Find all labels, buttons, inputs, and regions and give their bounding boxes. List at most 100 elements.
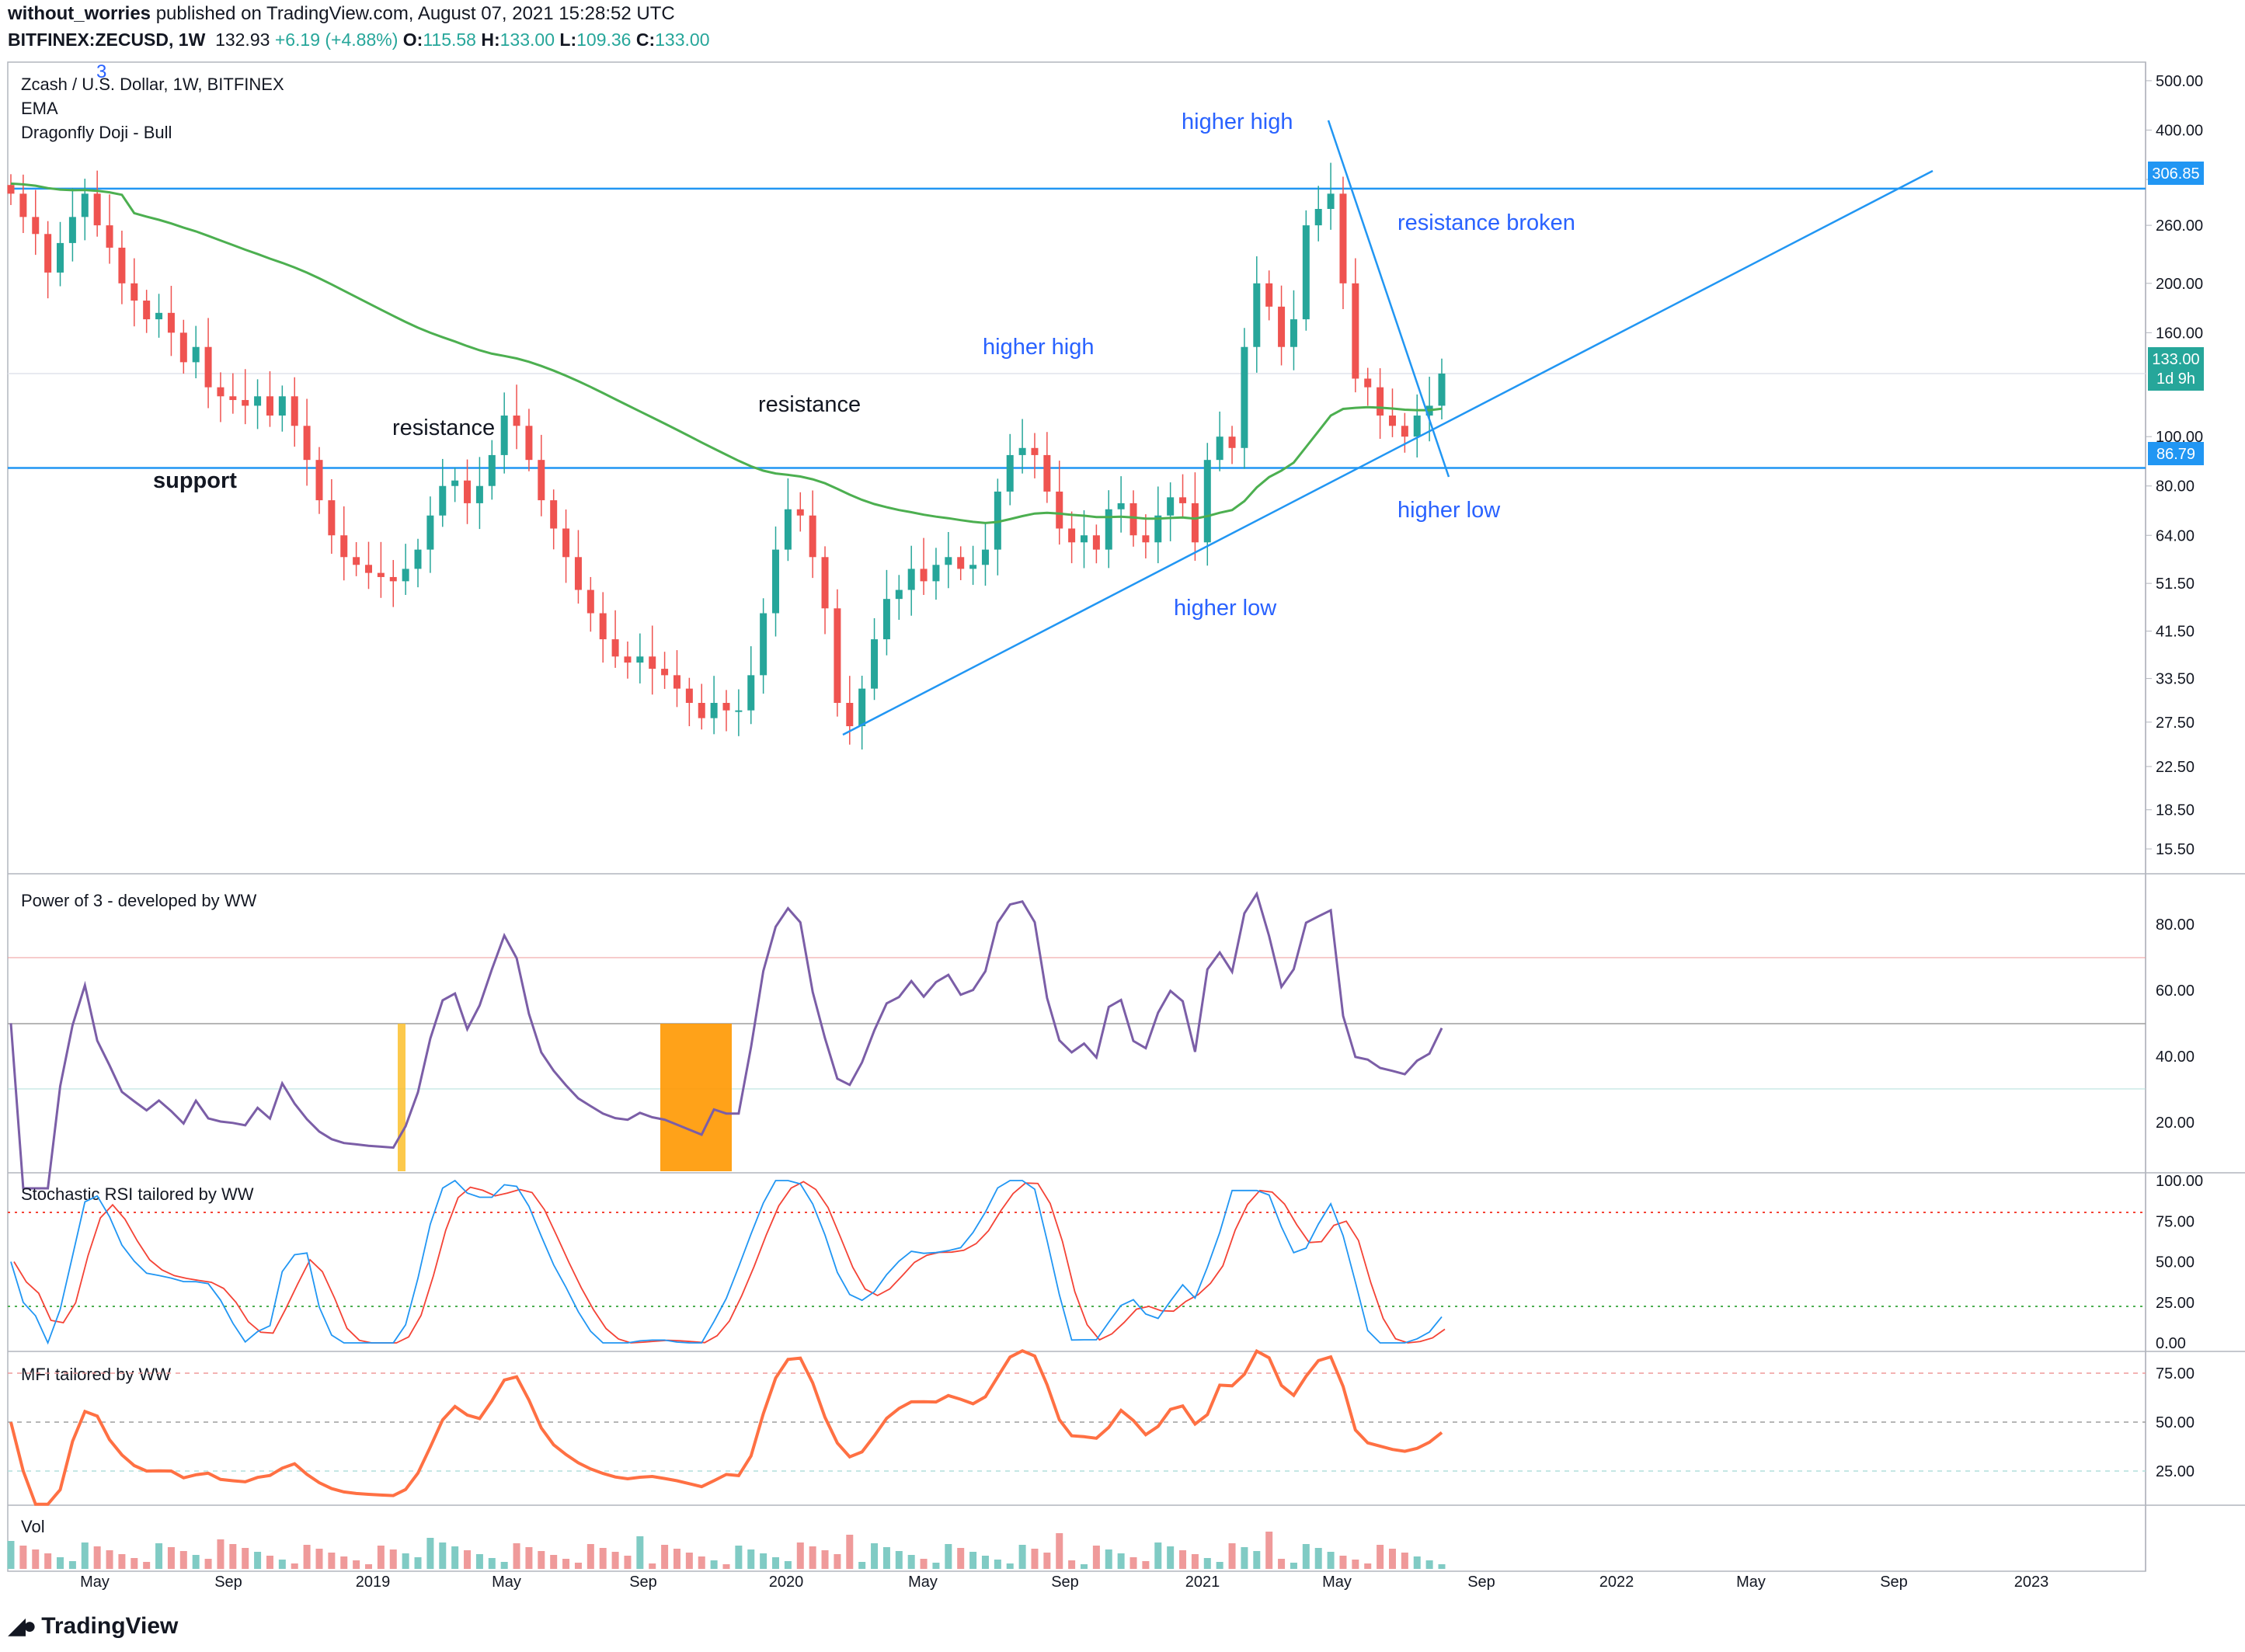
- power3-axis: 80.00 60.00 40.00 20.00: [2156, 916, 2195, 1132]
- price-tick-13: 22.50: [2156, 759, 2195, 776]
- candle-body: [920, 569, 928, 582]
- horizontal-levels[interactable]: [8, 187, 2146, 469]
- volume-bar: [846, 1535, 854, 1569]
- candle-body: [673, 675, 680, 689]
- volume-bar: [1241, 1547, 1248, 1569]
- candle-body: [1438, 373, 1446, 406]
- candle-body: [1413, 416, 1421, 437]
- volume-bar: [68, 1561, 76, 1569]
- volume-bar: [957, 1548, 965, 1569]
- tradingview-logo[interactable]: ◢● TradingView: [8, 1612, 178, 1640]
- volume-bars: [7, 1532, 1446, 1569]
- annotation-higher-low-1: higher low: [1174, 596, 1277, 621]
- volume-bar: [882, 1547, 890, 1569]
- price-tick-10: 41.50: [2156, 624, 2195, 641]
- volume-bar: [500, 1562, 508, 1569]
- volume-bar: [1154, 1542, 1162, 1569]
- badge-low-bg: [2148, 442, 2204, 465]
- candle-body: [957, 557, 965, 569]
- candle-body: [636, 656, 644, 663]
- candle-body: [1203, 460, 1211, 543]
- author-name[interactable]: without_worries: [8, 3, 151, 24]
- candle-body: [1290, 319, 1297, 347]
- volume-bar: [389, 1549, 397, 1569]
- price-badges: 306.85 86.79 133.00 1d 9h: [2148, 162, 2204, 465]
- symbol-label[interactable]: BITFINEX:ZECUSD, 1W: [8, 30, 206, 50]
- volume-bar: [291, 1563, 298, 1569]
- volume-bar: [661, 1545, 669, 1569]
- candle-body: [1253, 283, 1261, 347]
- volume-bar: [254, 1552, 262, 1569]
- stochrsi-tick-3: 25.00: [2156, 1295, 2195, 1312]
- volume-bar: [1203, 1558, 1211, 1569]
- candle-body: [796, 509, 804, 516]
- price-tick-3: 260.00: [2156, 217, 2203, 235]
- volume-bar: [19, 1546, 27, 1569]
- candle-body: [451, 480, 459, 486]
- volume-bar: [932, 1563, 940, 1569]
- candle-body: [538, 460, 545, 501]
- candle-body: [1142, 535, 1150, 543]
- volume-bar: [353, 1560, 360, 1569]
- candle-body: [661, 669, 669, 676]
- volume-bar: [229, 1544, 237, 1569]
- volume-bar: [1253, 1551, 1261, 1569]
- power3-line: [9, 891, 1443, 1190]
- candle-body: [513, 416, 520, 426]
- volume-bar: [1129, 1557, 1137, 1569]
- time-tick-12: May: [1736, 1574, 1766, 1591]
- candle-body: [1081, 535, 1088, 543]
- volume-bar: [266, 1556, 273, 1569]
- volume-bar: [179, 1551, 187, 1569]
- candle-body: [192, 346, 200, 363]
- candle-body: [821, 557, 829, 609]
- volume-bar: [858, 1562, 866, 1569]
- candle-body: [464, 480, 472, 503]
- candle-body: [809, 515, 816, 558]
- candle-body: [1167, 497, 1175, 516]
- volume-bar: [550, 1555, 558, 1569]
- candle-body: [586, 590, 594, 614]
- price-tick-5: 160.00: [2156, 325, 2203, 342]
- volume-bar: [969, 1552, 977, 1569]
- volume-bar: [895, 1551, 903, 1569]
- volume-bar: [57, 1557, 64, 1569]
- candle-body: [1191, 503, 1199, 543]
- candle-body: [291, 396, 298, 426]
- trend-lines[interactable]: [842, 120, 1933, 736]
- candle-body: [1302, 225, 1310, 320]
- candlesticks: [7, 162, 1446, 749]
- open-label: O:: [402, 30, 423, 50]
- candle-body: [1129, 503, 1137, 536]
- volume-bar: [920, 1559, 928, 1569]
- price-tick-8: 64.00: [2156, 527, 2195, 544]
- candle-body: [1327, 193, 1335, 210]
- candle-body: [1401, 426, 1408, 437]
- volume-bar: [1167, 1546, 1175, 1569]
- volume-bar: [402, 1553, 409, 1569]
- badge-timer: 1d 9h: [2156, 370, 2195, 388]
- stochrsi-tick-2: 50.00: [2156, 1254, 2195, 1271]
- time-tick-2: 2019: [356, 1574, 391, 1591]
- annotation-higher-low-2: higher low: [1397, 498, 1501, 523]
- time-axis[interactable]: May Sep 2019 May Sep 2020 May Sep 2021 May Sep 2022…: [80, 1574, 2048, 1591]
- volume-bar: [1401, 1553, 1408, 1569]
- tradingview-logo-icon: ◢●: [8, 1613, 37, 1639]
- volume-bar: [44, 1553, 52, 1569]
- candle-body: [1339, 193, 1347, 283]
- candle-body: [303, 426, 311, 461]
- candle-body: [242, 400, 249, 406]
- volume-bar: [1018, 1545, 1026, 1569]
- candle-body: [488, 454, 496, 486]
- candle-body: [217, 387, 224, 397]
- volume-bar: [93, 1546, 101, 1569]
- volume-bar: [1228, 1543, 1236, 1569]
- volume-bar: [192, 1555, 200, 1569]
- volume-bar: [1302, 1544, 1310, 1569]
- price-axis[interactable]: 500.00400.00320.00260.00200.00160.00100.…: [2146, 73, 2203, 858]
- volume-bar: [1388, 1549, 1396, 1569]
- volume-bar: [1364, 1563, 1372, 1569]
- price-tick-7: 80.00: [2156, 478, 2195, 496]
- volume-bar: [994, 1560, 1001, 1569]
